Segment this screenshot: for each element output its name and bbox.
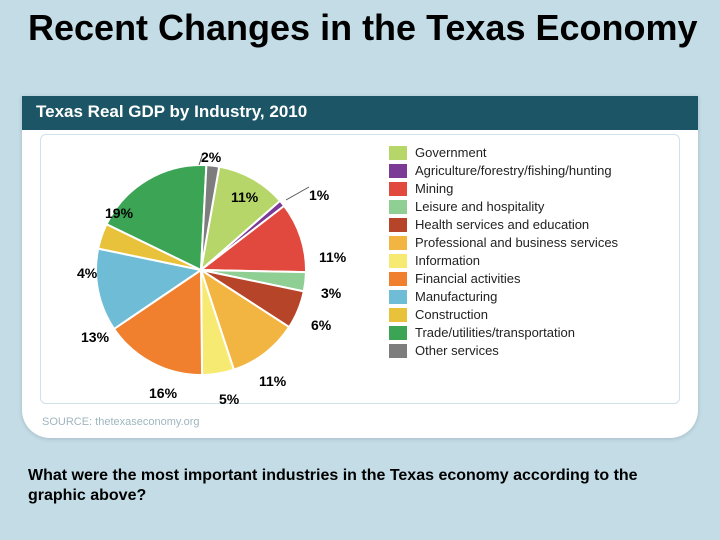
pie-pct-label: 6%	[311, 317, 331, 333]
legend-label: Information	[415, 253, 480, 268]
legend-swatch	[389, 254, 407, 268]
legend-item: Leisure and hospitality	[389, 199, 671, 214]
legend-swatch	[389, 164, 407, 178]
legend-label: Construction	[415, 307, 488, 322]
legend-swatch	[389, 200, 407, 214]
legend-swatch	[389, 146, 407, 160]
legend-item: Manufacturing	[389, 289, 671, 304]
legend-item: Health services and education	[389, 217, 671, 232]
legend-label: Leisure and hospitality	[415, 199, 544, 214]
pie-pct-label: 11%	[319, 249, 346, 265]
legend-label: Financial activities	[415, 271, 521, 286]
legend-swatch	[389, 290, 407, 304]
legend-item: Government	[389, 145, 671, 160]
legend-label: Other services	[415, 343, 499, 358]
legend-swatch	[389, 308, 407, 322]
legend-swatch	[389, 236, 407, 250]
page-title: Recent Changes in the Texas Economy	[28, 8, 700, 48]
legend-label: Manufacturing	[415, 289, 497, 304]
legend-label: Trade/utilities/transportation	[415, 325, 575, 340]
pie-pct-label: 13%	[81, 329, 109, 345]
pie-chart	[71, 145, 371, 405]
legend-item: Trade/utilities/transportation	[389, 325, 671, 340]
legend-item: Information	[389, 253, 671, 268]
legend-item: Agriculture/forestry/fishing/hunting	[389, 163, 671, 178]
pie-pct-label: 4%	[77, 265, 97, 281]
chart-card: Texas Real GDP by Industry, 2010 11%1%11…	[22, 96, 698, 438]
slide-question: What were the most important industries …	[28, 466, 692, 506]
legend-label: Government	[415, 145, 487, 160]
legend-label: Health services and education	[415, 217, 589, 232]
legend-item: Other services	[389, 343, 671, 358]
pie-container: 11%1%11%3%6%11%5%16%13%4%19%2%	[41, 135, 381, 403]
pie-pct-label: 11%	[259, 373, 286, 389]
legend-label: Agriculture/forestry/fishing/hunting	[415, 163, 612, 178]
pie-pct-label: 11%	[231, 189, 258, 205]
pie-pct-label: 16%	[149, 385, 177, 401]
pie-pct-label: 5%	[219, 391, 239, 407]
pie-pct-label: 2%	[201, 149, 221, 165]
chart-legend: Government Agriculture/forestry/fishing/h…	[381, 135, 679, 403]
pie-pct-label: 3%	[321, 285, 341, 301]
legend-item: Construction	[389, 307, 671, 322]
legend-item: Financial activities	[389, 271, 671, 286]
legend-item: Professional and business services	[389, 235, 671, 250]
legend-item: Mining	[389, 181, 671, 196]
legend-label: Mining	[415, 181, 453, 196]
chart-source: SOURCE: thetexaseconomy.org	[42, 416, 200, 428]
slide-root: Recent Changes in the Texas Economy Texa…	[0, 0, 720, 540]
legend-swatch	[389, 182, 407, 196]
legend-label: Professional and business services	[415, 235, 618, 250]
pie-pct-label: 19%	[105, 205, 133, 221]
chart-body: 11% 1% 11% 3% 6% 11% 5% 16% 13% 4% 19% 2% Governmen…	[40, 134, 680, 404]
legend-swatch	[389, 218, 407, 232]
pie-pct-label: 1%	[309, 187, 329, 203]
chart-title: Texas Real GDP by Industry, 2010	[22, 96, 698, 130]
legend-swatch	[389, 344, 407, 358]
legend-swatch	[389, 326, 407, 340]
legend-swatch	[389, 272, 407, 286]
